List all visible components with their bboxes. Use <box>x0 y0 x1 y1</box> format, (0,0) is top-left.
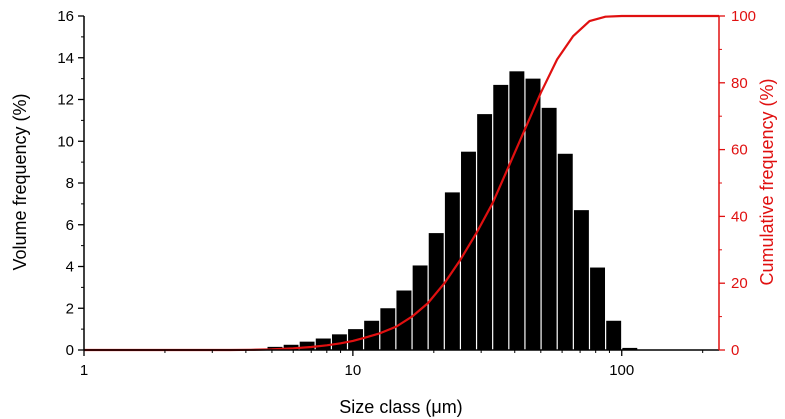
cumulative-line <box>84 14 719 352</box>
bar-5 <box>331 334 347 350</box>
bar-17 <box>525 78 541 351</box>
bar-3 <box>299 341 315 350</box>
y2-tick-label: 20 <box>731 275 748 292</box>
y-tick-label: 6 <box>66 217 74 234</box>
x-tick-label: 10 <box>345 362 362 379</box>
x-tick-label: 100 <box>609 362 634 379</box>
bar-20 <box>573 210 589 350</box>
y2-tick-label: 100 <box>731 8 756 25</box>
y-tick-label: 12 <box>57 92 74 109</box>
bars-group <box>251 71 638 351</box>
y2-tick-label: 80 <box>731 75 748 92</box>
x-axis-title: Size class (μm) <box>339 397 462 417</box>
y2-tick-label: 60 <box>731 142 748 159</box>
y-tick-label: 14 <box>57 50 74 67</box>
bar-13 <box>461 151 476 350</box>
bar-19 <box>557 153 573 350</box>
ticks-group: 0 2 4 6 8 10 12 14 16 0 20 40 60 80 100 1 10 100 <box>57 8 756 379</box>
bar-14 <box>477 114 493 350</box>
y-tick-label: 2 <box>66 300 74 317</box>
bar-9 <box>396 290 412 350</box>
y-tick-label: 16 <box>57 8 74 25</box>
bar-23 <box>622 347 638 350</box>
y-axis-title: Volume frequency (%) <box>10 93 30 270</box>
y2-tick-label: 0 <box>731 342 739 359</box>
y-tick-label: 8 <box>66 175 74 192</box>
bar-10 <box>412 265 428 350</box>
y2-axis-title: Cumulative frequency (%) <box>757 78 777 285</box>
y-tick-label: 0 <box>66 342 74 359</box>
y2-tick-label: 40 <box>731 208 748 225</box>
bar-18 <box>541 107 557 350</box>
bar-22 <box>606 320 622 350</box>
bar-16 <box>509 71 525 350</box>
x-tick-label: 1 <box>80 362 88 379</box>
y-tick-label: 4 <box>66 259 74 276</box>
bar-15 <box>493 84 509 350</box>
bar-21 <box>590 267 606 350</box>
bar-4 <box>315 338 331 350</box>
y-tick-label: 10 <box>57 133 74 150</box>
cumulative-line-group <box>84 14 719 352</box>
